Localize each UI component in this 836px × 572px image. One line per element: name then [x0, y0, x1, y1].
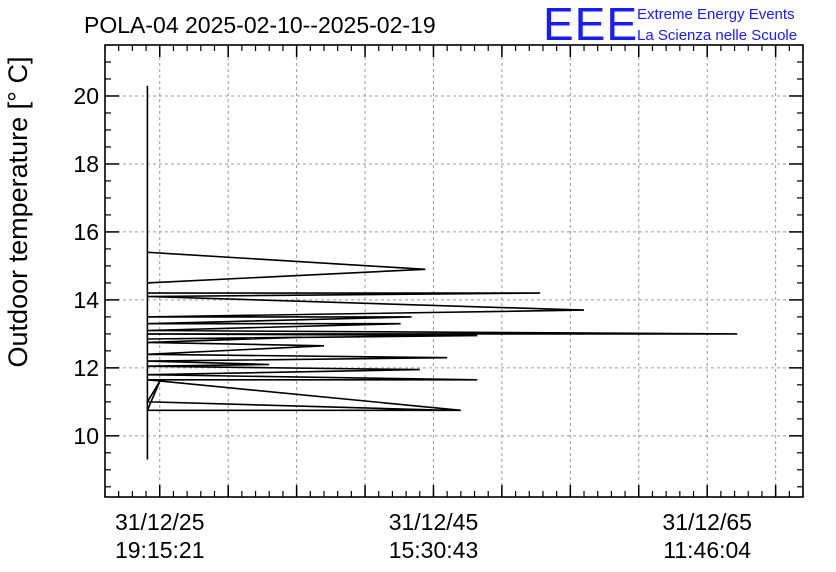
logo-line-2: La Scienza nelle Scuole	[637, 27, 797, 44]
eee-logo: EEE Extreme Energy Events La Scienza nel…	[543, 0, 797, 50]
series-line	[146, 85, 738, 460]
y-tick-label: 10	[73, 423, 99, 449]
series	[146, 85, 738, 460]
grid	[105, 45, 803, 497]
y-tick-label: 14	[73, 287, 99, 313]
y-axis-label: Outdoor temperature [° C]	[3, 57, 33, 368]
x-tick-label-time: 19:15:21	[115, 537, 205, 563]
x-tick-label-time: 11:46:04	[663, 537, 751, 563]
logo-text: EEE	[543, 0, 638, 50]
x-tick-label-date: 31/12/65	[662, 509, 752, 535]
x-tick-label-time: 15:30:43	[389, 537, 479, 563]
x-tick-label-date: 31/12/25	[115, 509, 205, 535]
y-tick-label: 18	[73, 151, 99, 177]
y-tick-label: 20	[73, 83, 99, 109]
y-tick-label: 12	[73, 355, 99, 381]
plot-frame	[104, 44, 804, 498]
y-tick-labels: 10 12 14 16 18 20	[73, 83, 99, 449]
y-tick-label: 16	[73, 219, 99, 245]
axes	[104, 44, 804, 498]
x-tick-label-date: 31/12/45	[389, 509, 479, 535]
chart-title: POLA-04 2025-02-10--2025-02-19	[84, 12, 436, 38]
logo-line-1: Extreme Energy Events	[637, 6, 795, 23]
